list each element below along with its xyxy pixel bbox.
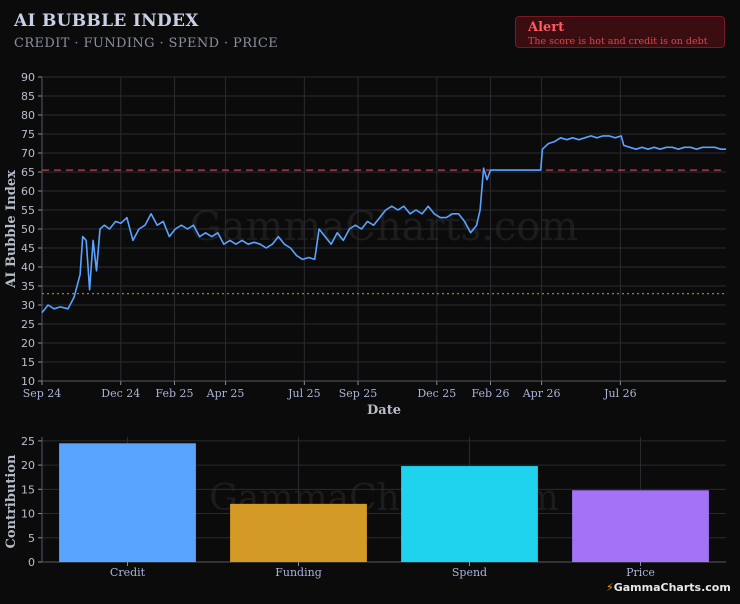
x-tick-label: Dec 25 bbox=[417, 387, 456, 400]
logo-text: GammaCharts.com bbox=[613, 581, 731, 594]
y-tick-label: 85 bbox=[21, 90, 35, 103]
y-tick-label: 65 bbox=[21, 166, 35, 179]
chart-title: AI BUBBLE INDEX bbox=[14, 11, 199, 31]
y-tick-label: 60 bbox=[21, 185, 35, 198]
alert-message: The score is hot and credit is on debt bbox=[528, 36, 708, 47]
y-axis-label: AI Bubble Index bbox=[4, 170, 19, 289]
x-axis-label: Date bbox=[367, 403, 401, 418]
chart-subtitle: CREDIT · FUNDING · SPEND · PRICE bbox=[14, 36, 279, 51]
bar-spend bbox=[401, 466, 538, 562]
x-tick-label: Apr 26 bbox=[522, 387, 561, 400]
y-tick-label: 0 bbox=[28, 556, 35, 569]
y-tick-label: 25 bbox=[21, 318, 35, 331]
y-tick-label: 80 bbox=[21, 109, 35, 122]
x-tick-label: Funding bbox=[275, 566, 322, 579]
x-tick-label: Spend bbox=[452, 566, 487, 579]
alert-title: Alert bbox=[528, 20, 565, 35]
x-tick-label: Sep 24 bbox=[23, 387, 62, 400]
y-tick-label: 35 bbox=[21, 280, 35, 293]
y-tick-label: 10 bbox=[21, 508, 35, 521]
bar-credit bbox=[59, 443, 196, 562]
x-tick-label: Jul 26 bbox=[603, 387, 637, 400]
x-tick-label: Jul 25 bbox=[287, 387, 321, 400]
x-tick-label: Sep 25 bbox=[339, 387, 378, 400]
y-tick-label: 90 bbox=[21, 71, 35, 84]
x-tick-label: Dec 24 bbox=[101, 387, 140, 400]
y-tick-label: 15 bbox=[21, 483, 35, 496]
bar-funding bbox=[230, 503, 367, 562]
x-tick-label: Price bbox=[626, 566, 655, 579]
y-tick-label: 40 bbox=[21, 261, 35, 274]
x-tick-label: Feb 25 bbox=[155, 387, 193, 400]
y-tick-label: 45 bbox=[21, 242, 35, 255]
line-chart: GammaCharts.com1015202530354045505560657… bbox=[4, 71, 726, 418]
y-tick-label: 20 bbox=[21, 337, 35, 350]
y-axis-label: Contribution bbox=[4, 454, 19, 548]
y-tick-label: 50 bbox=[21, 223, 35, 236]
series-line bbox=[41, 135, 726, 314]
y-tick-label: 70 bbox=[21, 147, 35, 160]
brand-logo: ⚡GammaCharts.com bbox=[606, 581, 731, 594]
logo-mark-icon: ⚡ bbox=[606, 581, 614, 594]
x-tick-label: Credit bbox=[110, 566, 146, 579]
alert-box: Alert The score is hot and credit is on … bbox=[515, 16, 725, 48]
y-tick-label: 75 bbox=[21, 128, 35, 141]
y-tick-label: 25 bbox=[21, 435, 35, 448]
y-tick-label: 15 bbox=[21, 356, 35, 369]
x-tick-label: Apr 25 bbox=[206, 387, 245, 400]
x-tick-label: Feb 26 bbox=[471, 387, 509, 400]
y-tick-label: 10 bbox=[21, 375, 35, 388]
y-tick-label: 5 bbox=[28, 532, 35, 545]
y-tick-label: 20 bbox=[21, 459, 35, 472]
y-tick-label: 55 bbox=[21, 204, 35, 217]
bar-price bbox=[572, 490, 709, 562]
y-tick-label: 30 bbox=[21, 299, 35, 312]
